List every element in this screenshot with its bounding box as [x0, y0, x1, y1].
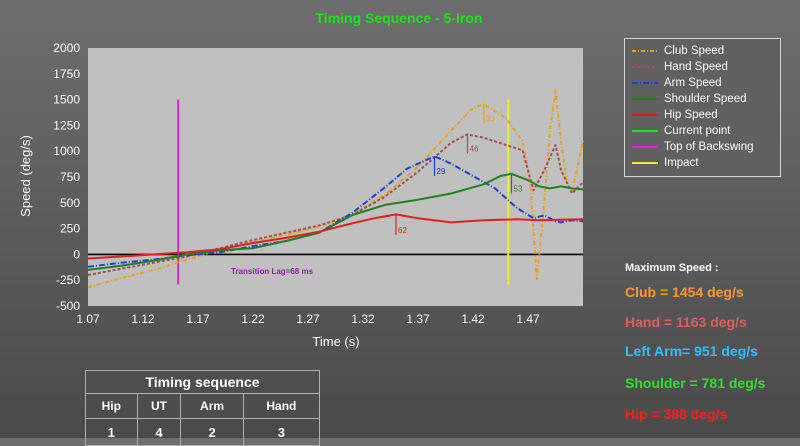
legend-swatch	[632, 50, 658, 52]
y-axis-label: Speed (deg/s)	[18, 135, 33, 217]
timing-header-hand: Hand	[242, 393, 321, 419]
timing-value-ut: 4	[136, 418, 182, 446]
y-tick-label: 0	[73, 247, 80, 261]
x-tick-label: 1.12	[131, 312, 155, 326]
legend-swatch	[632, 98, 658, 100]
peak-marker-label: 53	[514, 185, 523, 194]
y-tick-label: 1750	[53, 67, 80, 81]
y-tick-label: 1000	[53, 144, 80, 158]
legend-item: Current point	[631, 123, 730, 139]
y-tick-label: 2000	[53, 41, 80, 55]
legend-item: Hand Speed	[631, 59, 728, 75]
series-shoulder-speed	[87, 172, 584, 271]
legend: Club Speed Hand Speed Arm Speed Shoulder Sp…	[624, 38, 781, 177]
timing-header-arm: Arm	[180, 393, 244, 419]
y-tick-label: 500	[60, 196, 80, 210]
legend-label: Impact	[664, 157, 699, 169]
timing-table-caption: Timing sequence	[85, 370, 320, 394]
peak-marker-label: 29	[437, 167, 446, 176]
y-tick-label: -500	[56, 299, 80, 313]
legend-item: Impact	[631, 155, 699, 171]
x-tick-label: 1.17	[186, 312, 210, 326]
y-tick-label: 250	[60, 222, 80, 236]
y-tick-label: 1500	[53, 93, 80, 107]
legend-swatch	[632, 114, 658, 116]
maximum-speed-item: Shoulder = 781 deg/s	[625, 375, 766, 391]
legend-label: Club Speed	[664, 45, 725, 57]
timing-header-hip: Hip	[85, 393, 138, 419]
axes: 200017501500125010007505002500-250-5001.…	[53, 41, 583, 326]
legend-item: Top of Backswing	[631, 139, 754, 155]
series-club-speed	[87, 89, 584, 289]
x-axis-label: Time (s)	[312, 334, 359, 349]
series-hip-speed	[87, 213, 584, 260]
legend-label: Arm Speed	[664, 77, 722, 89]
chart-title: Timing Sequence - 5-Iron	[316, 10, 483, 26]
legend-label: Shoulder Speed	[664, 93, 747, 105]
maximum-speed-title: Maximum Speed :	[625, 262, 719, 274]
maximum-speed-item: Left Arm= 951 deg/s	[625, 343, 758, 359]
maximum-speed-item: Club = 1454 deg/s	[625, 284, 744, 300]
transition-lag-annotation: Transition Lag=68 ms	[231, 267, 314, 276]
timing-value-hand: 3	[242, 418, 321, 446]
x-tick-label: 1.47	[516, 312, 540, 326]
legend-item: Hip Speed	[631, 107, 718, 123]
legend-item: Arm Speed	[631, 75, 722, 91]
maximum-speed-item: Hand = 1163 deg/s	[625, 314, 747, 330]
legend-swatch	[632, 162, 658, 164]
peak-marker-label: 33	[486, 114, 495, 123]
x-tick-label: 1.07	[76, 312, 100, 326]
y-tick-label: 750	[60, 170, 80, 184]
x-tick-label: 1.27	[296, 312, 320, 326]
x-tick-label: 1.37	[406, 312, 430, 326]
legend-swatch	[632, 82, 658, 84]
timing-value-arm: 2	[180, 418, 244, 446]
y-tick-label: -250	[56, 273, 80, 287]
peak-marker-label: 46	[470, 144, 479, 153]
legend-item: Club Speed	[631, 43, 724, 59]
legend-label: Current point	[664, 125, 731, 137]
timing-header-ut: UT	[136, 393, 182, 419]
peak-marker-label: 62	[398, 226, 407, 235]
timing-value-hip: 1	[85, 418, 138, 446]
legend-item: Shoulder Speed	[631, 91, 746, 107]
series-arm-speed	[87, 155, 584, 268]
peak-markers: 33 46 29 53 62	[395, 104, 523, 235]
timing-sequence-table: Timing sequence Hip UT Arm Hand 1 4 2 3	[85, 370, 321, 446]
legend-label: Hip Speed	[664, 109, 718, 121]
maximum-speed-item: Hip = 388 deg/s	[625, 406, 728, 422]
legend-swatch	[632, 130, 658, 132]
legend-label: Top of Backswing	[664, 141, 754, 153]
x-tick-label: 1.42	[461, 312, 485, 326]
legend-label: Hand Speed	[664, 61, 728, 73]
legend-swatch	[632, 146, 658, 148]
legend-swatch	[632, 66, 658, 68]
y-tick-label: 1250	[53, 118, 80, 132]
x-tick-label: 1.22	[241, 312, 265, 326]
x-tick-label: 1.32	[351, 312, 375, 326]
